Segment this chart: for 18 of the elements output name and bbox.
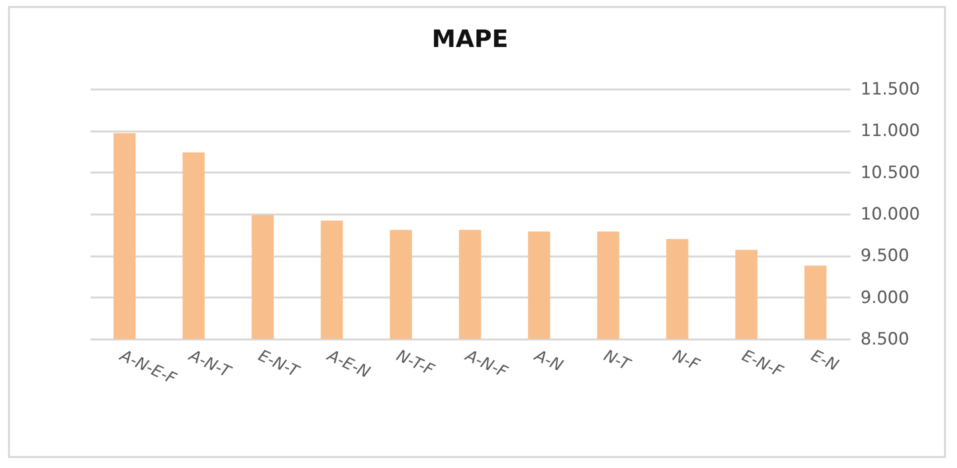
x-tick-label: E-N-F xyxy=(739,346,787,382)
y-tick-label: 11.500 xyxy=(860,80,920,100)
x-tick-label: E-N xyxy=(808,346,842,375)
y-tick-label: 9.500 xyxy=(860,246,910,266)
x-tick-label: A-N-T xyxy=(186,345,235,382)
y-tick-label: 10.000 xyxy=(860,204,920,224)
y-tick-label: 11.000 xyxy=(860,121,920,142)
y-tick-label: 8.500 xyxy=(860,330,910,350)
x-tick-label: N-T-F xyxy=(394,346,438,380)
x-tick-label: N-F xyxy=(670,346,704,375)
x-tick-label: A-N-F xyxy=(462,345,512,382)
y-tick-label: 9.000 xyxy=(860,288,910,308)
x-tick-label: N-T xyxy=(600,346,634,375)
x-tick-label: E-N-T xyxy=(256,346,303,382)
chart-title: MAPE xyxy=(432,25,508,53)
y-tick-label: 10.500 xyxy=(860,162,920,183)
x-tick-label: A-N xyxy=(531,345,566,376)
x-tick-label: A-E-N xyxy=(324,345,374,382)
